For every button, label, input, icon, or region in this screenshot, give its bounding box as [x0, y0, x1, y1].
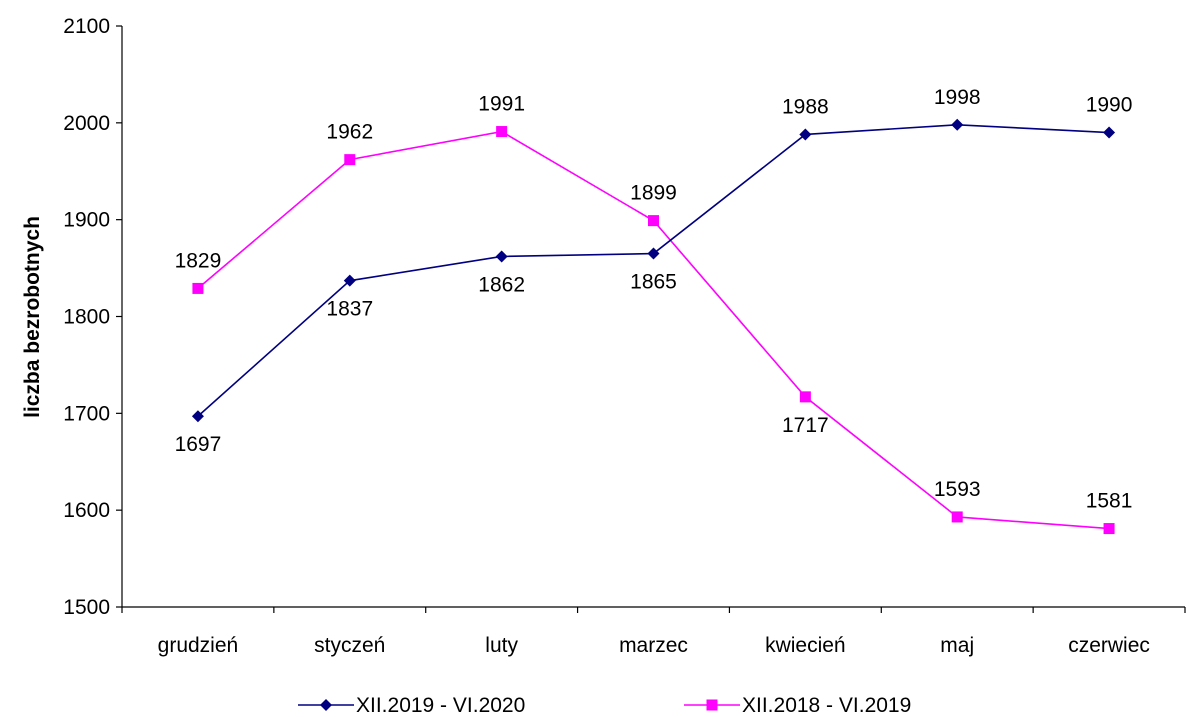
legend-label: XII.2019 - VI.2020	[356, 694, 525, 717]
legend-item: XII.2018 - VI.2019	[684, 694, 911, 717]
legend-item: XII.2019 - VI.2020	[298, 694, 525, 717]
series-1	[191, 118, 1116, 423]
data-label: 1837	[326, 298, 373, 321]
x-tick-label: czerwiec	[1068, 634, 1150, 657]
x-tick-label: maj	[940, 634, 974, 657]
series-layer	[191, 118, 1116, 535]
x-tick-label: luty	[485, 634, 518, 657]
data-point	[495, 250, 508, 263]
data-point	[192, 282, 204, 294]
data-label: 1899	[630, 182, 677, 205]
data-label: 1991	[478, 93, 525, 116]
legend: XII.2019 - VI.2020 XII.2018 - VI.2019	[298, 694, 911, 717]
axes: 1500 1600 1700 1800 1900 2000 2100 grudzień styc…	[63, 15, 1186, 657]
y-tick-label: 2100	[63, 15, 110, 38]
data-point	[1103, 126, 1116, 139]
y-tick-label: 1800	[63, 306, 110, 329]
data-label: 1862	[478, 273, 525, 296]
data-labels: 1697 1837 1862 1865 1988 1998 1990 1829 1962 1991…	[175, 86, 1133, 513]
data-label: 1593	[934, 478, 981, 501]
legend-marker	[706, 699, 718, 711]
data-point	[951, 511, 963, 523]
data-point	[799, 391, 811, 403]
data-point	[648, 215, 659, 227]
data-point	[344, 154, 356, 166]
x-tick-label: styczeń	[314, 634, 385, 657]
legend-marker	[320, 699, 332, 711]
data-label: 1697	[175, 433, 222, 456]
data-label: 1581	[1086, 490, 1133, 513]
data-label: 1988	[782, 95, 829, 118]
y-tick-label: 1500	[63, 596, 110, 619]
y-tick-label: 2000	[63, 112, 110, 135]
x-tick-label: kwiecień	[765, 634, 846, 657]
y-axis-label: liczba bezrobotnych	[21, 216, 44, 418]
data-point	[191, 410, 204, 423]
data-label: 1717	[782, 414, 829, 437]
data-label: 1829	[175, 249, 222, 272]
y-tick-label: 1600	[63, 499, 110, 522]
series-2	[192, 126, 1115, 535]
data-label: 1990	[1086, 94, 1133, 117]
data-label: 1962	[326, 121, 373, 144]
x-tick-label: marzec	[619, 634, 688, 657]
data-point	[799, 128, 812, 141]
data-point	[951, 118, 964, 131]
legend-label: XII.2018 - VI.2019	[742, 694, 911, 717]
y-tick-label: 1900	[63, 209, 110, 232]
data-point	[1103, 523, 1115, 535]
x-tick-label: grudzień	[158, 634, 239, 657]
y-tick-label: 1700	[63, 402, 110, 425]
data-point	[496, 126, 508, 138]
data-label: 1998	[934, 86, 981, 109]
data-point	[647, 247, 660, 260]
data-label: 1865	[630, 271, 677, 294]
data-point	[343, 274, 356, 287]
